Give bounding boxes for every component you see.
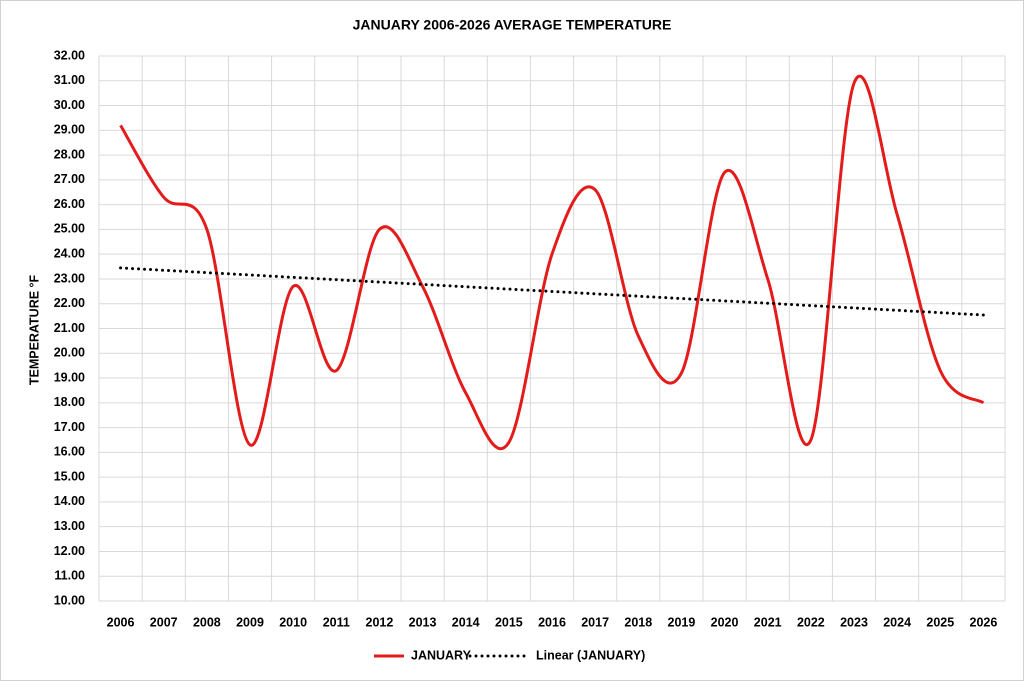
y-tick-label: 24.00: [54, 246, 85, 260]
x-tick-label: 2010: [279, 615, 307, 629]
x-tick-label: 2015: [495, 615, 523, 629]
x-tick-label: 2016: [538, 615, 566, 629]
x-tick-label: 2019: [668, 615, 696, 629]
x-tick-label: 2011: [323, 615, 350, 629]
y-tick-label: 11.00: [54, 569, 85, 583]
y-tick-label: 19.00: [54, 370, 85, 384]
x-tick-label: 2006: [107, 615, 135, 629]
data-line: [119, 74, 985, 451]
y-tick-label: 29.00: [54, 123, 85, 137]
x-tick-label: 2025: [926, 615, 954, 629]
y-tick-label: 10.00: [54, 593, 85, 607]
y-tick-label: 18.00: [54, 395, 85, 409]
x-tick-label: 2009: [236, 615, 264, 629]
y-tick-label: 32.00: [54, 48, 85, 62]
y-tick-label: 30.00: [54, 98, 85, 112]
x-tick-label: 2022: [797, 615, 825, 629]
x-tick-label: 2023: [840, 615, 868, 629]
y-tick-label: 16.00: [54, 445, 85, 459]
y-tick-label: 15.00: [54, 469, 85, 483]
y-tick-label: 27.00: [54, 172, 85, 186]
x-tick-label: 2013: [409, 615, 437, 629]
y-tick-label: 26.00: [54, 197, 85, 211]
x-tick-label: 2012: [366, 615, 394, 629]
chart-title: JANUARY 2006-2026 AVERAGE TEMPERATURE: [353, 17, 672, 33]
y-tick-label: 17.00: [54, 420, 85, 434]
x-tick-label: 2008: [193, 615, 221, 629]
legend-label: JANUARY: [411, 648, 472, 662]
y-tick-label: 13.00: [54, 519, 85, 533]
y-tick-label: 14.00: [54, 494, 85, 508]
x-tick-label: 2017: [581, 615, 609, 629]
y-tick-label: 12.00: [54, 544, 85, 558]
x-tick-label: 2018: [624, 615, 652, 629]
y-tick-label: 21.00: [54, 321, 85, 335]
y-tick-label: 20.00: [54, 346, 85, 360]
trendline: [119, 266, 985, 317]
y-tick-label: 22.00: [54, 296, 85, 310]
x-tick-label: 2024: [883, 615, 911, 629]
x-tick-label: 2020: [711, 615, 739, 629]
y-tick-label: 25.00: [54, 222, 85, 236]
x-tick-label: 2007: [150, 615, 178, 629]
x-tick-label: 2026: [970, 615, 998, 629]
y-axis-label: TEMPERATURE °F: [27, 274, 41, 385]
y-tick-label: 31.00: [54, 73, 85, 87]
y-tick-label: 28.00: [54, 147, 85, 161]
x-tick-label: 2021: [754, 615, 782, 629]
x-tick-label: 2014: [452, 615, 480, 629]
y-tick-label: 23.00: [54, 271, 85, 285]
legend-label: Linear (JANUARY): [536, 648, 645, 662]
